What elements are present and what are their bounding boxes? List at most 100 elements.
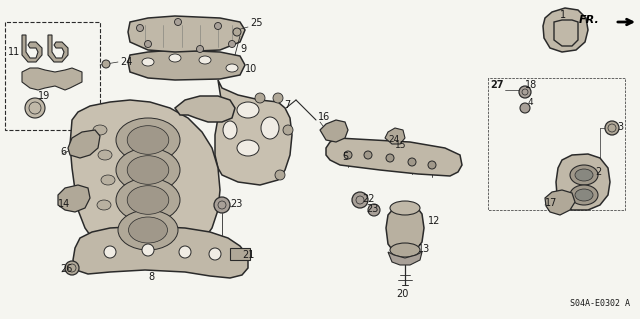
Circle shape bbox=[255, 93, 265, 103]
Polygon shape bbox=[386, 204, 424, 254]
Ellipse shape bbox=[199, 56, 211, 64]
Text: 12: 12 bbox=[428, 216, 440, 226]
Text: 6: 6 bbox=[60, 147, 66, 157]
Circle shape bbox=[142, 244, 154, 256]
Ellipse shape bbox=[169, 54, 181, 62]
Circle shape bbox=[214, 23, 221, 29]
Circle shape bbox=[273, 93, 283, 103]
Ellipse shape bbox=[118, 210, 178, 250]
Text: 20: 20 bbox=[396, 289, 408, 299]
Text: 17: 17 bbox=[545, 198, 557, 208]
Polygon shape bbox=[48, 35, 68, 62]
Polygon shape bbox=[128, 50, 245, 80]
Polygon shape bbox=[73, 226, 248, 278]
Circle shape bbox=[145, 41, 152, 48]
Text: 14: 14 bbox=[58, 199, 70, 209]
Ellipse shape bbox=[93, 125, 107, 135]
Circle shape bbox=[283, 125, 293, 135]
Circle shape bbox=[104, 246, 116, 258]
Text: 24: 24 bbox=[120, 57, 132, 67]
Text: 5: 5 bbox=[342, 152, 348, 162]
Text: 3: 3 bbox=[617, 122, 623, 132]
Circle shape bbox=[209, 248, 221, 260]
Ellipse shape bbox=[116, 148, 180, 192]
Circle shape bbox=[65, 261, 79, 275]
Polygon shape bbox=[388, 252, 422, 265]
Text: 26: 26 bbox=[60, 264, 72, 274]
Text: 1: 1 bbox=[560, 10, 566, 20]
Circle shape bbox=[179, 246, 191, 258]
Circle shape bbox=[519, 86, 531, 98]
Polygon shape bbox=[68, 130, 100, 158]
Ellipse shape bbox=[98, 150, 112, 160]
Text: 18: 18 bbox=[525, 80, 537, 90]
Text: 10: 10 bbox=[245, 64, 257, 74]
Text: 19: 19 bbox=[38, 91, 51, 101]
Text: 23: 23 bbox=[230, 199, 243, 209]
Ellipse shape bbox=[226, 64, 238, 72]
Ellipse shape bbox=[575, 189, 593, 201]
Polygon shape bbox=[70, 100, 220, 260]
Ellipse shape bbox=[390, 243, 420, 257]
Ellipse shape bbox=[237, 102, 259, 118]
Polygon shape bbox=[385, 128, 405, 144]
Circle shape bbox=[364, 151, 372, 159]
Text: 2: 2 bbox=[595, 167, 601, 177]
Circle shape bbox=[386, 154, 394, 162]
Text: 24: 24 bbox=[388, 135, 399, 144]
Circle shape bbox=[344, 151, 352, 159]
Ellipse shape bbox=[101, 175, 115, 185]
Bar bbox=[230, 248, 250, 260]
Text: 16: 16 bbox=[318, 112, 330, 122]
Ellipse shape bbox=[261, 117, 279, 139]
Circle shape bbox=[368, 204, 380, 216]
Polygon shape bbox=[22, 35, 42, 62]
Ellipse shape bbox=[575, 169, 593, 181]
Ellipse shape bbox=[116, 118, 180, 162]
Circle shape bbox=[605, 121, 619, 135]
Circle shape bbox=[352, 192, 368, 208]
Text: 13: 13 bbox=[418, 244, 430, 254]
Text: 25: 25 bbox=[250, 18, 262, 28]
Polygon shape bbox=[320, 120, 348, 142]
Circle shape bbox=[233, 28, 241, 36]
Ellipse shape bbox=[570, 185, 598, 205]
Ellipse shape bbox=[570, 165, 598, 185]
Ellipse shape bbox=[127, 126, 169, 154]
Circle shape bbox=[136, 25, 143, 32]
Ellipse shape bbox=[237, 140, 259, 156]
Polygon shape bbox=[128, 16, 245, 52]
Circle shape bbox=[25, 98, 45, 118]
Polygon shape bbox=[326, 138, 462, 176]
Text: 11: 11 bbox=[8, 47, 20, 57]
Polygon shape bbox=[58, 185, 90, 212]
Ellipse shape bbox=[127, 186, 169, 214]
Text: 4: 4 bbox=[528, 98, 534, 107]
Polygon shape bbox=[545, 190, 575, 215]
Text: 27: 27 bbox=[490, 80, 504, 90]
Ellipse shape bbox=[142, 58, 154, 66]
Ellipse shape bbox=[127, 156, 169, 184]
Polygon shape bbox=[556, 154, 610, 210]
Circle shape bbox=[196, 46, 204, 53]
Ellipse shape bbox=[97, 200, 111, 210]
Text: 15: 15 bbox=[395, 141, 406, 150]
Ellipse shape bbox=[116, 178, 180, 222]
Ellipse shape bbox=[223, 121, 237, 139]
Text: S04A-E0302 A: S04A-E0302 A bbox=[570, 299, 630, 308]
Polygon shape bbox=[215, 80, 292, 185]
Ellipse shape bbox=[129, 217, 168, 243]
Circle shape bbox=[275, 170, 285, 180]
Text: 21: 21 bbox=[242, 250, 254, 260]
Circle shape bbox=[408, 158, 416, 166]
Circle shape bbox=[228, 41, 236, 48]
Circle shape bbox=[520, 103, 530, 113]
Circle shape bbox=[214, 197, 230, 213]
Ellipse shape bbox=[390, 201, 420, 215]
Text: 8: 8 bbox=[148, 272, 154, 282]
Text: 22: 22 bbox=[362, 194, 374, 204]
Circle shape bbox=[175, 19, 182, 26]
Circle shape bbox=[102, 60, 110, 68]
Polygon shape bbox=[175, 96, 235, 122]
Text: 23: 23 bbox=[366, 204, 378, 214]
